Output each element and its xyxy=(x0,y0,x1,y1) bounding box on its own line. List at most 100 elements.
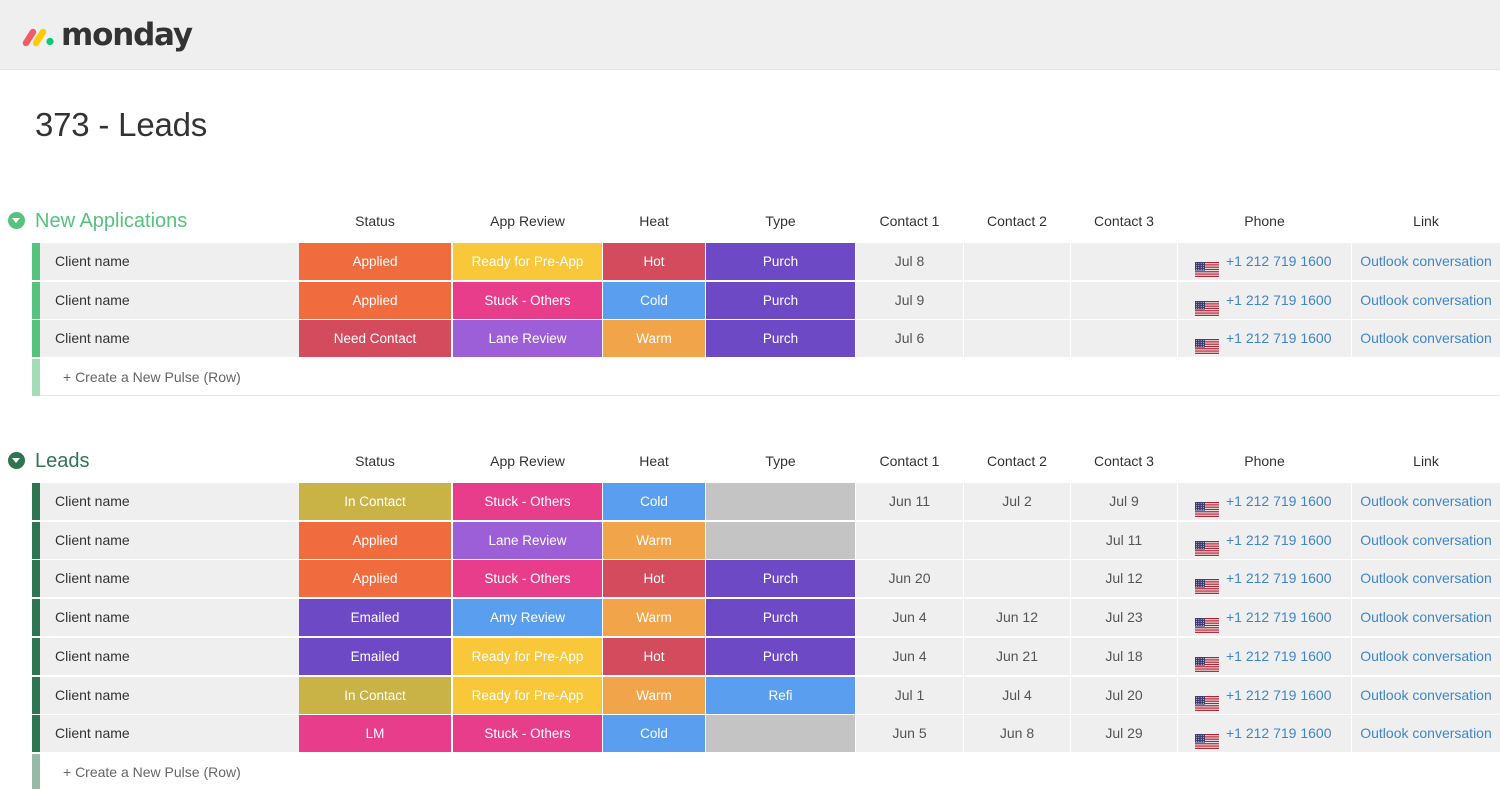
link-cell[interactable]: Outlook conversation xyxy=(1352,637,1500,675)
type-cell[interactable]: Purch xyxy=(706,243,855,280)
contact1-date-cell[interactable]: Jun 5 xyxy=(856,715,963,753)
app-review-cell[interactable]: Stuck - Others xyxy=(453,281,602,319)
item-name-cell[interactable]: Client name xyxy=(40,483,299,520)
contact3-date-cell[interactable]: Jul 12 xyxy=(1071,560,1177,598)
column-header-type[interactable]: Type xyxy=(765,213,796,229)
item-name[interactable]: Client name xyxy=(55,609,130,626)
contact1-date-cell[interactable]: Jul 6 xyxy=(856,320,963,358)
app-review-cell[interactable]: Ready for Pre-App xyxy=(453,637,602,675)
link-cell[interactable]: Outlook conversation xyxy=(1352,521,1500,559)
link-cell[interactable]: Outlook conversation xyxy=(1352,483,1500,520)
phone-number[interactable]: +1 212 719 1600 xyxy=(1226,725,1332,742)
link-cell[interactable]: Outlook conversation xyxy=(1352,243,1500,280)
heat-cell[interactable]: Hot xyxy=(603,560,705,598)
column-header-heat[interactable]: Heat xyxy=(639,213,669,229)
phone-number[interactable]: +1 212 719 1600 xyxy=(1226,330,1332,347)
status-cell[interactable]: Emailed xyxy=(299,637,451,675)
type-cell[interactable]: Purch xyxy=(706,599,855,637)
phone-cell[interactable]: +1 212 719 1600 xyxy=(1178,599,1351,637)
phone-cell[interactable]: +1 212 719 1600 xyxy=(1178,483,1351,520)
app-review-cell[interactable]: Amy Review xyxy=(453,599,602,637)
board-title[interactable]: 373 - Leads xyxy=(35,106,208,143)
item-name-cell[interactable]: Client name xyxy=(40,676,299,714)
phone-cell[interactable]: +1 212 719 1600 xyxy=(1178,637,1351,675)
type-cell[interactable] xyxy=(706,483,855,520)
heat-cell[interactable]: Cold xyxy=(603,715,705,753)
group-title[interactable]: Leads xyxy=(35,450,90,472)
contact3-date-cell[interactable] xyxy=(1071,281,1177,319)
phone-number[interactable]: +1 212 719 1600 xyxy=(1226,686,1332,703)
column-header-contact2[interactable]: Contact 2 xyxy=(987,213,1047,229)
column-header-contact1[interactable]: Contact 1 xyxy=(879,213,940,229)
phone-cell[interactable]: +1 212 719 1600 xyxy=(1178,320,1351,358)
contact3-date-cell[interactable] xyxy=(1071,320,1177,358)
phone-number[interactable]: +1 212 719 1600 xyxy=(1226,609,1332,626)
phone-cell[interactable]: +1 212 719 1600 xyxy=(1178,560,1351,598)
contact3-date-cell[interactable]: Jul 29 xyxy=(1071,715,1177,753)
type-cell[interactable]: Purch xyxy=(706,281,855,319)
contact1-date-cell[interactable]: Jun 11 xyxy=(856,483,963,520)
app-review-cell[interactable]: Stuck - Others xyxy=(453,560,602,598)
type-cell[interactable] xyxy=(706,715,855,753)
status-cell[interactable]: Applied xyxy=(299,560,451,598)
item-name[interactable]: Client name xyxy=(55,686,130,703)
heat-cell[interactable]: Cold xyxy=(603,281,705,319)
contact2-date-cell[interactable] xyxy=(964,320,1070,358)
column-header-contact3[interactable]: Contact 3 xyxy=(1094,453,1154,469)
contact3-date-cell[interactable] xyxy=(1071,243,1177,280)
status-cell[interactable]: Applied xyxy=(299,521,451,559)
collapse-group-icon[interactable] xyxy=(8,452,25,469)
contact2-date-cell[interactable] xyxy=(964,281,1070,319)
app-review-cell[interactable]: Ready for Pre-App xyxy=(453,243,602,280)
contact1-date-cell[interactable] xyxy=(856,521,963,559)
contact2-date-cell[interactable]: Jul 4 xyxy=(964,676,1070,714)
phone-number[interactable]: +1 212 719 1600 xyxy=(1226,291,1332,308)
column-header-app-review[interactable]: App Review xyxy=(490,453,565,469)
phone-number[interactable]: +1 212 719 1600 xyxy=(1226,531,1332,548)
item-name[interactable]: Client name xyxy=(55,330,130,347)
column-header-phone[interactable]: Phone xyxy=(1244,213,1285,229)
contact1-date-cell[interactable]: Jun 4 xyxy=(856,637,963,675)
item-name[interactable]: Client name xyxy=(55,493,130,509)
phone-cell[interactable]: +1 212 719 1600 xyxy=(1178,521,1351,559)
create-new-pulse-row[interactable]: + Create a New Pulse (Row) xyxy=(32,359,1500,397)
status-cell[interactable]: Need Contact xyxy=(299,320,451,358)
contact2-date-cell[interactable]: Jun 12 xyxy=(964,599,1070,637)
contact1-date-cell[interactable]: Jul 9 xyxy=(856,281,963,319)
type-cell[interactable]: Refi xyxy=(706,676,855,714)
contact2-date-cell[interactable] xyxy=(964,243,1070,280)
status-cell[interactable]: Applied xyxy=(299,281,451,319)
create-new-pulse-row[interactable]: + Create a New Pulse (Row) xyxy=(32,753,1500,789)
app-review-cell[interactable]: Stuck - Others xyxy=(453,715,602,753)
item-name[interactable]: Client name xyxy=(55,253,130,269)
item-name[interactable]: Client name xyxy=(55,570,130,587)
phone-cell[interactable]: +1 212 719 1600 xyxy=(1178,243,1351,280)
contact3-date-cell[interactable]: Jul 11 xyxy=(1071,521,1177,559)
contact1-date-cell[interactable]: Jun 20 xyxy=(856,560,963,598)
status-cell[interactable]: LM xyxy=(299,715,451,753)
column-header-app-review[interactable]: App Review xyxy=(490,213,565,229)
item-name-cell[interactable]: Client name xyxy=(40,281,299,319)
phone-number[interactable]: +1 212 719 1600 xyxy=(1226,493,1332,509)
type-cell[interactable]: Purch xyxy=(706,637,855,675)
column-header-contact2[interactable]: Contact 2 xyxy=(987,453,1047,469)
phone-number[interactable]: +1 212 719 1600 xyxy=(1226,570,1332,587)
app-review-cell[interactable]: Stuck - Others xyxy=(453,483,602,520)
status-cell[interactable]: In Contact xyxy=(299,676,451,714)
phone-number[interactable]: +1 212 719 1600 xyxy=(1226,253,1332,269)
phone-number[interactable]: +1 212 719 1600 xyxy=(1226,647,1332,664)
app-review-cell[interactable]: Lane Review xyxy=(453,320,602,358)
item-name-cell[interactable]: Client name xyxy=(40,715,299,753)
item-name-cell[interactable]: Client name xyxy=(40,599,299,637)
link-cell[interactable]: Outlook conversation xyxy=(1352,320,1500,358)
collapse-group-icon[interactable] xyxy=(8,212,25,229)
group-title[interactable]: New Applications xyxy=(35,210,188,232)
contact3-date-cell[interactable]: Jul 18 xyxy=(1071,637,1177,675)
item-name-cell[interactable]: Client name xyxy=(40,521,299,559)
contact2-date-cell[interactable] xyxy=(964,521,1070,559)
app-review-cell[interactable]: Ready for Pre-App xyxy=(453,676,602,714)
heat-cell[interactable]: Warm xyxy=(603,320,705,358)
contact2-date-cell[interactable] xyxy=(964,560,1070,598)
column-header-link[interactable]: Link xyxy=(1413,213,1439,229)
contact2-date-cell[interactable]: Jun 21 xyxy=(964,637,1070,675)
